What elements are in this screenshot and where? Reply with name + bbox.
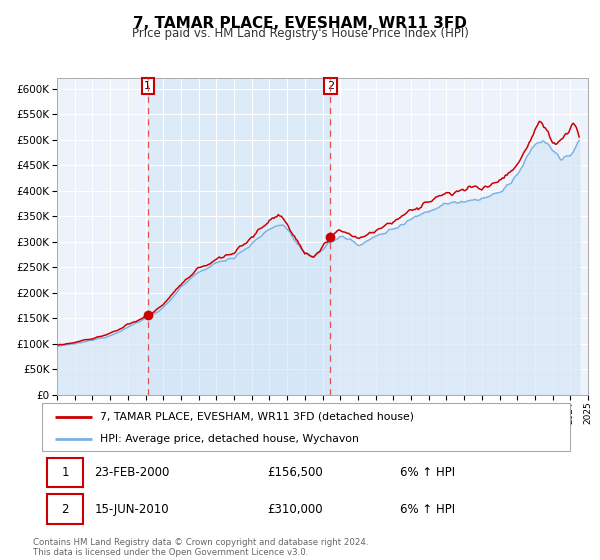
Text: £310,000: £310,000	[268, 502, 323, 516]
Text: 6% ↑ HPI: 6% ↑ HPI	[400, 502, 455, 516]
Text: 7, TAMAR PLACE, EVESHAM, WR11 3FD: 7, TAMAR PLACE, EVESHAM, WR11 3FD	[133, 16, 467, 31]
Text: Price paid vs. HM Land Registry's House Price Index (HPI): Price paid vs. HM Land Registry's House …	[131, 27, 469, 40]
Text: 23-FEB-2000: 23-FEB-2000	[94, 466, 169, 479]
Text: 2: 2	[61, 502, 69, 516]
Bar	[47, 494, 83, 524]
Text: 15-JUN-2010: 15-JUN-2010	[94, 502, 169, 516]
Text: 7, TAMAR PLACE, EVESHAM, WR11 3FD (detached house): 7, TAMAR PLACE, EVESHAM, WR11 3FD (detac…	[100, 412, 414, 422]
Text: Contains HM Land Registry data © Crown copyright and database right 2024.
This d: Contains HM Land Registry data © Crown c…	[33, 538, 368, 557]
Bar	[148, 78, 331, 395]
Text: 1: 1	[61, 466, 69, 479]
Text: 2: 2	[327, 81, 334, 91]
Text: HPI: Average price, detached house, Wychavon: HPI: Average price, detached house, Wych…	[100, 434, 359, 444]
Text: 1: 1	[145, 81, 151, 91]
Text: £156,500: £156,500	[268, 466, 323, 479]
Text: 6% ↑ HPI: 6% ↑ HPI	[400, 466, 455, 479]
Bar	[47, 458, 83, 487]
